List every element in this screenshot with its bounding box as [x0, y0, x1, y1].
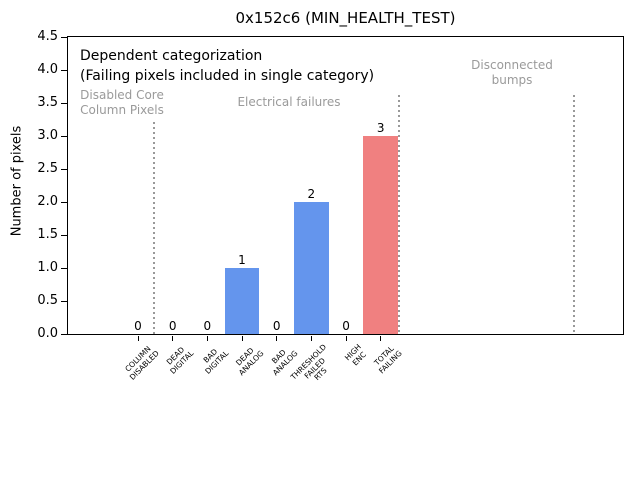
y-tick-mark [61, 201, 67, 203]
x-tick-mark [310, 336, 312, 341]
y-tick-label: 2.0 [37, 194, 58, 209]
y-tick-mark [61, 300, 67, 302]
y-tick-label: 0.5 [37, 293, 58, 308]
x-tick-label-bad-digital: BAD DIGITAL [201, 346, 231, 376]
bar-value-label: 3 [376, 121, 385, 135]
y-tick-mark [61, 36, 67, 38]
x-tick-label-dead-analog: DEAD ANALOG [233, 345, 265, 377]
section-label-disabled-core-column-pixels: Disabled Core Column Pixels [80, 88, 164, 117]
bar-value-label: 0 [134, 319, 142, 333]
x-tick-mark [276, 336, 278, 341]
x-tick-label-threshold-failed-rts: THRESHOLD FAILED RTS [288, 342, 329, 383]
y-tick-label: 1.0 [37, 260, 58, 275]
y-tick-label: 4.0 [37, 62, 58, 77]
bar-value-label: 2 [307, 187, 316, 201]
bar-value-label: 0 [342, 319, 350, 333]
section-separator [573, 95, 575, 334]
bar-value-label: 0 [168, 319, 177, 333]
x-tick-mark [206, 336, 208, 341]
bar-value-label: 0 [272, 319, 281, 333]
section-separator [398, 95, 400, 334]
y-tick-mark [61, 135, 67, 137]
x-tick-mark [345, 336, 347, 341]
bar-dead-analog [224, 268, 260, 334]
section-label-electrical-failures: Electrical failures [237, 95, 341, 109]
annotation-dependent-categorization: Dependent categorization (Failing pixels… [80, 46, 374, 86]
bar-threshold-failed-rts [294, 202, 329, 334]
y-tick-mark [61, 168, 67, 170]
x-tick-mark [172, 336, 174, 341]
y-tick-mark [61, 69, 67, 71]
y-tick-label: 1.5 [37, 227, 58, 242]
bar-value-label: 1 [238, 253, 246, 267]
y-tick-mark [61, 267, 67, 269]
y-tick-label: 2.5 [37, 161, 58, 176]
annotation-line-1: Dependent categorization [80, 48, 263, 64]
plot-area: Dependent categorization (Failing pixels… [67, 36, 624, 335]
y-tick-label: 0.0 [37, 326, 58, 341]
bar-value-label: 0 [203, 319, 212, 333]
x-tick-label-dead-digital: DEAD DIGITAL [165, 345, 196, 376]
section-label-disconnected-bumps: Disconnected bumps [471, 58, 553, 87]
x-tick-mark [137, 336, 139, 341]
x-tick-mark [380, 336, 382, 341]
x-tick-label-high-enc: HIGH ENC [342, 342, 368, 368]
section-separator [153, 122, 155, 334]
y-tick-label: 3.5 [37, 95, 58, 110]
y-tick-mark [61, 234, 67, 236]
y-tick-mark [61, 333, 67, 335]
y-tick-label: 3.0 [37, 128, 58, 143]
x-tick-mark [241, 336, 243, 341]
x-tick-label-column-disabled: COLUMN DISABLED [123, 344, 161, 382]
chart-title: 0x152c6 (MIN_HEALTH_TEST) [235, 9, 456, 27]
bar-total-failing [363, 136, 398, 334]
x-tick-label-total-failing: TOTAL FAILING [372, 344, 404, 376]
y-tick-mark [61, 102, 67, 104]
annotation-line-2: (Failing pixels included in single categ… [80, 68, 375, 84]
y-tick-label: 4.5 [37, 29, 58, 44]
